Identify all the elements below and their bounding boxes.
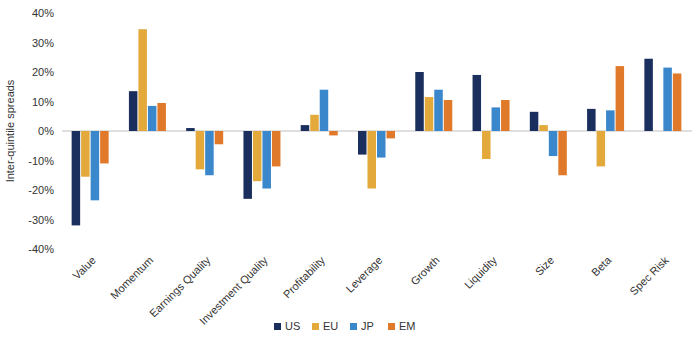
legend-swatch [350,323,357,330]
bar [492,107,501,131]
bar [262,131,271,189]
x-tick-label: Growth [408,254,442,288]
bar [606,110,615,131]
bar [482,131,491,159]
bar [530,112,539,131]
legend-label: EU [323,320,338,332]
bar [272,131,281,166]
x-tick-label: Profitability [281,254,328,301]
bar [196,131,205,169]
legend-label: US [285,320,300,332]
bar [473,75,482,131]
bar [415,72,424,131]
bar [377,131,386,158]
bar [310,115,319,131]
bar [587,109,596,131]
bars [72,29,682,225]
bar [157,103,166,131]
bar [368,131,377,189]
x-tick-label: Value [70,254,98,282]
legend-label: EM [399,320,416,332]
bar [186,128,195,131]
x-tick-label: Liquidity [462,254,499,291]
y-tick-label: 0% [38,125,54,137]
bar [81,131,90,177]
legend-swatch [388,323,395,330]
bar [91,131,100,200]
legend-swatch [274,323,281,330]
bar [72,131,81,225]
bar [301,125,310,131]
bar [549,131,558,156]
bar [329,131,338,135]
y-tick-label: -20% [28,184,54,196]
bar [358,131,367,155]
x-tick-label: Earnings Quality [147,254,213,320]
y-tick-label: -10% [28,155,54,167]
chart: -40% -30% -20% -10% 0% 10% 20% 30% 40% Inter-quin… [0,0,700,349]
x-tick-label: Beta [589,253,614,278]
bar [434,90,443,131]
y-tick-label: 10% [32,96,54,108]
bar [644,59,653,131]
y-tick-label: 30% [32,37,54,49]
bar [387,131,396,138]
y-tick-label: 20% [32,66,54,78]
legend-label: JP [361,320,374,332]
x-tick-label: Momentum [108,254,155,301]
bar [253,131,261,181]
bar [243,131,252,199]
y-axis-title: Inter-quintile spreads [4,79,16,182]
bar [597,131,606,166]
bar [320,90,329,131]
bar [138,29,147,131]
bar [616,66,625,131]
bar [558,131,567,175]
bar [129,91,138,131]
y-tick-label: 40% [32,7,54,19]
x-tick-label: Spec Risk [627,254,671,298]
y-tick-label: -40% [28,243,54,255]
bar [425,97,434,131]
x-tick-label: Size [533,254,557,278]
bar [205,131,214,175]
bar [539,125,548,131]
bar [673,73,682,131]
y-tick-label: -30% [28,214,54,226]
x-tick-label: Investment Quality [197,254,270,327]
bar [148,106,157,131]
bar [663,68,672,131]
bar [215,131,224,144]
bar [444,100,453,131]
legend-swatch [312,323,319,330]
x-tick-label: Leverage [343,254,384,295]
bar [100,131,109,163]
bar [501,100,510,131]
